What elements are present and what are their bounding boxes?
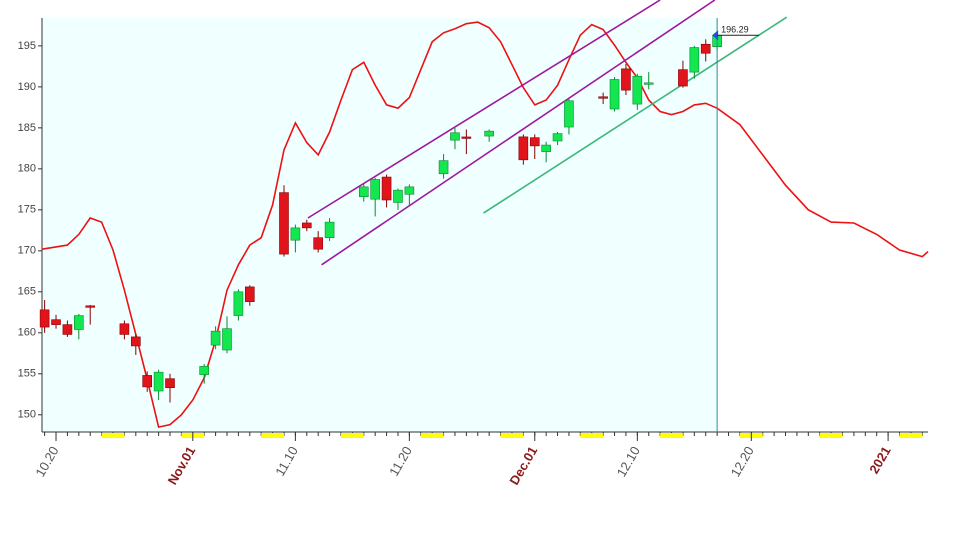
candle-body xyxy=(689,47,700,73)
candle-body xyxy=(199,366,209,375)
last-price-label: 196.29 xyxy=(721,25,749,35)
overlay-line xyxy=(41,21,929,429)
y-tick-label: 185 xyxy=(18,122,36,134)
candle-body xyxy=(313,237,323,250)
y-tick-label: 160 xyxy=(18,327,36,339)
candle-body xyxy=(301,222,312,229)
candle-body xyxy=(244,286,255,302)
candle-body xyxy=(222,328,232,351)
candle-body xyxy=(62,324,73,335)
last-price-marker xyxy=(712,30,719,41)
candle-body xyxy=(621,68,631,91)
x-tick-label: 12.20 xyxy=(728,444,757,480)
weekend-marker xyxy=(899,433,923,438)
candle-body xyxy=(438,160,449,175)
candle-body xyxy=(461,136,472,139)
weekend-marker xyxy=(660,433,683,438)
candle-body xyxy=(131,336,141,347)
x-tick-label: 11.10 xyxy=(272,444,301,479)
y-tick-label: 155 xyxy=(18,368,36,380)
candle-body xyxy=(85,305,96,308)
weekend-marker xyxy=(420,433,444,438)
trend-line xyxy=(483,16,788,214)
candle-body xyxy=(564,100,574,128)
y-tick-label: 180 xyxy=(18,163,36,175)
candle-body xyxy=(290,227,301,241)
candle-body xyxy=(165,378,175,389)
candle-body xyxy=(119,323,130,335)
x-tick-label: 11.20 xyxy=(386,444,415,479)
y-tick-label: 165 xyxy=(18,286,36,298)
candle-body xyxy=(358,186,369,198)
candle-body xyxy=(700,43,711,54)
candle-body xyxy=(450,132,460,141)
candle-body xyxy=(51,319,61,325)
candle-body xyxy=(74,315,84,330)
x-tick-label: Nov.01 xyxy=(165,444,199,488)
candle-body xyxy=(609,79,620,110)
y-tick-label: 175 xyxy=(18,204,36,216)
candle-body xyxy=(153,371,164,392)
y-tick-label: 195 xyxy=(18,40,36,52)
candle-body xyxy=(632,75,643,105)
candle-body xyxy=(381,176,392,201)
candle-body xyxy=(678,69,688,87)
weekend-marker xyxy=(340,433,364,438)
candle-body xyxy=(404,186,415,195)
candle-body xyxy=(518,136,529,161)
x-tick-label: 10.20 xyxy=(32,444,61,480)
x-tick-label: 12.10 xyxy=(614,444,643,480)
candle-body xyxy=(279,192,289,255)
weekend-marker xyxy=(101,433,125,438)
candle-body xyxy=(598,96,608,99)
y-tick-label: 190 xyxy=(18,81,36,93)
candle-body xyxy=(142,375,153,388)
x-tick-label: 2021 xyxy=(866,444,893,477)
trend-line xyxy=(321,0,716,266)
y-tick-label: 150 xyxy=(18,409,36,421)
y-tick-label: 170 xyxy=(18,245,36,257)
candle-body xyxy=(541,144,551,152)
candle-body xyxy=(484,130,494,137)
weekend-marker xyxy=(580,433,604,438)
trend-line xyxy=(307,0,661,219)
weekend-marker xyxy=(819,433,843,438)
weekend-marker xyxy=(261,433,284,438)
candle-body xyxy=(39,309,50,328)
weekend-marker xyxy=(500,433,524,438)
candle-body xyxy=(643,82,654,85)
candle-body xyxy=(210,330,221,346)
candle-body xyxy=(529,137,540,147)
candle-body xyxy=(552,133,563,142)
candle-body xyxy=(233,291,244,316)
candle-body xyxy=(370,179,380,200)
x-tick-label: Dec.01 xyxy=(506,444,540,488)
candle-body xyxy=(393,189,403,203)
candle-body xyxy=(324,221,335,239)
